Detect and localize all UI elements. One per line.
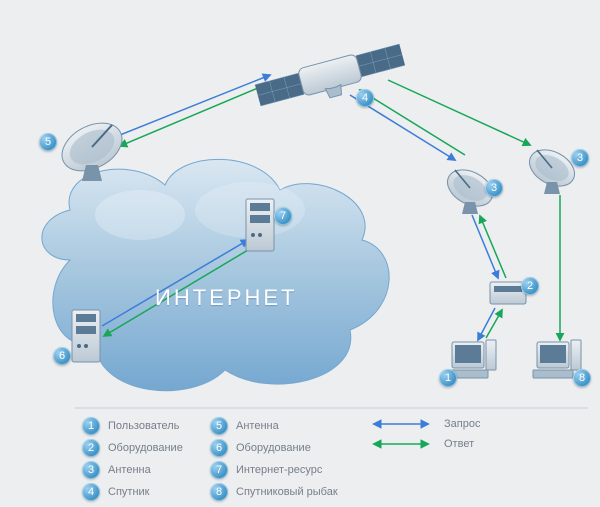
edge-antenna_mid-satellite [360,90,465,155]
legend-badge: 3 [82,461,100,479]
legend-label: Оборудование [108,442,183,454]
antenna-3b-icon [523,143,580,194]
legend-row: 3 Антенна [82,459,183,480]
request-arrow-icon [370,418,434,430]
legend-column-1: 1 Пользователь 2 Оборудование 3 Антенна 4 Спутн… [82,415,183,503]
node-badge-1: 1 [439,369,457,387]
legend-row: 8 Спутниковый рыбак [210,481,338,502]
arrow-legend-row: Запрос [370,418,480,430]
arrow-legend-label: Запрос [444,418,480,430]
legend-badge: 6 [210,439,228,457]
satellite-icon [254,42,408,116]
edge-antenna_mid-modem [472,215,498,278]
legend-badge: 2 [82,439,100,457]
server-7-icon [246,199,274,251]
edge-modem-antenna_mid [480,216,506,278]
legend-label: Спутниковый рыбак [236,486,338,498]
legend-badge: 1 [82,417,100,435]
node-badge-5: 5 [39,133,57,151]
edge-satellite-antenna_right [388,80,530,145]
edge-server_secondary-server_main [102,240,248,326]
edge-computer_user-modem [486,310,502,338]
antenna-5-icon [54,113,130,181]
legend-label: Антенна [236,420,279,432]
arrow-legend-label: Ответ [444,438,474,450]
legend-badge: 8 [210,483,228,501]
legend-row: 2 Оборудование [82,437,183,458]
legend-badge: 5 [210,417,228,435]
node-badge-3: 3 [571,149,589,167]
arrow-legend-row: Ответ [370,438,480,450]
server-6-icon [72,310,100,362]
node-badge-4: 4 [356,89,374,107]
edge-satellite-antenna_left [120,85,265,146]
legend-badge: 7 [210,461,228,479]
node-badge-8: 8 [573,369,591,387]
edge-modem-computer_user [478,308,495,340]
node-badge-3: 3 [485,179,503,197]
edge-antenna_left-satellite [120,75,270,135]
arrow-legend: Запрос Ответ [370,418,480,458]
legend-row: 4 Спутник [82,481,183,502]
node-badge-2: 2 [521,277,539,295]
diagram-stage: ИНТЕРНЕТ 5 4 3 3 7 6 2 1 8 1 Пользователь 2 Оборудо… [0,0,600,507]
legend-label: Пользователь [108,420,179,432]
legend-badge: 4 [82,483,100,501]
node-badge-7: 7 [274,207,292,225]
legend-label: Интернет-ресурс [236,464,322,476]
legend-label: Оборудование [236,442,311,454]
internet-cloud [42,159,389,390]
response-arrow-icon [370,438,434,450]
legend-label: Спутник [108,486,149,498]
legend-column-2: 5 Антенна 6 Оборудование 7 Интернет-ресурс 8 Сп… [210,415,338,503]
legend-row: 5 Антенна [210,415,338,436]
cloud-label: ИНТЕРНЕТ [155,285,298,311]
legend-row: 1 Пользователь [82,415,183,436]
node-badge-6: 6 [53,347,71,365]
legend-label: Антенна [108,464,151,476]
legend-row: 7 Интернет-ресурс [210,459,338,480]
legend-row: 6 Оборудование [210,437,338,458]
